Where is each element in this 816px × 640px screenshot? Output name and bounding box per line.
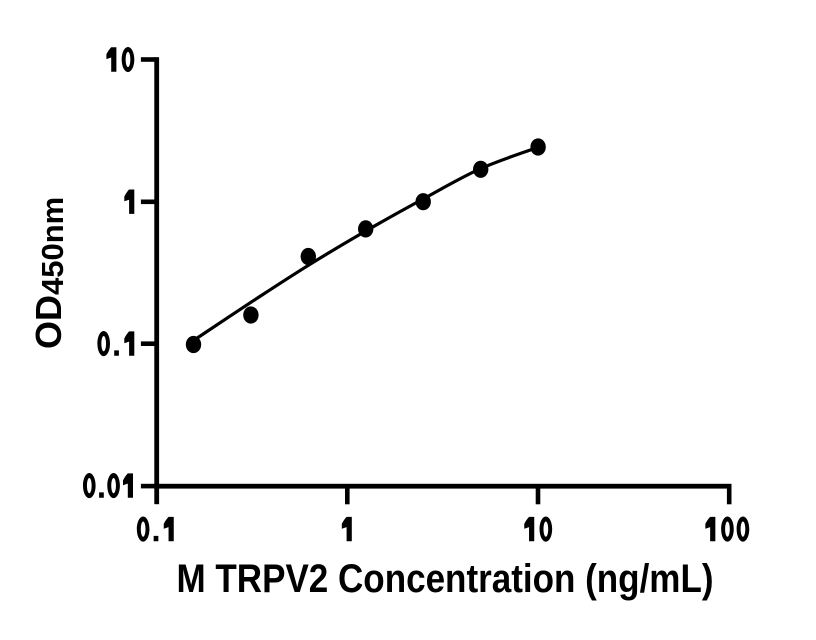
svg-text:M TRPV2 Concentration (ng/mL): M TRPV2 Concentration (ng/mL) (177, 557, 714, 601)
svg-text:OD450nm: OD450nm (28, 197, 70, 349)
